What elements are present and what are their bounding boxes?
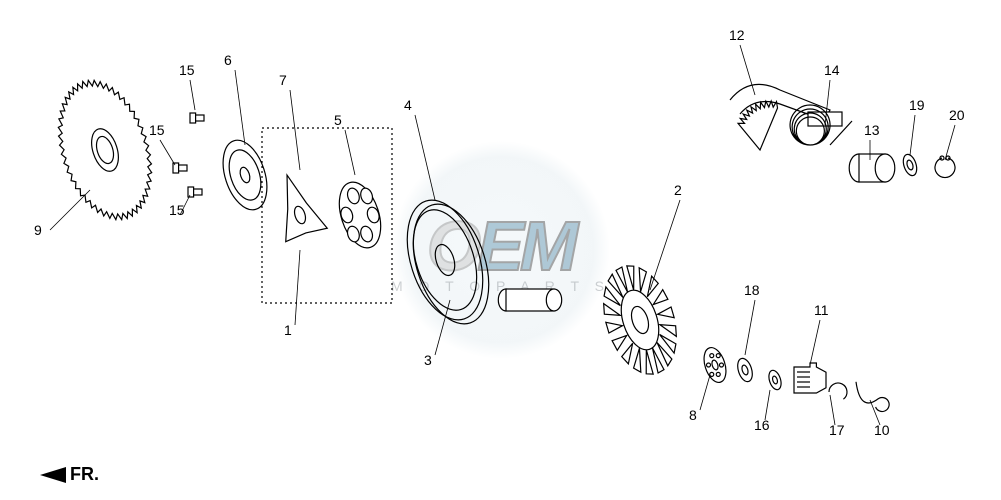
callout-11: 11 <box>814 303 829 317</box>
callout-19: 19 <box>909 98 925 112</box>
front-direction-marker: FR. <box>40 464 99 485</box>
callout-18: 18 <box>744 283 760 297</box>
front-label: FR. <box>70 464 99 484</box>
callout-20: 20 <box>949 108 965 122</box>
callout-17: 17 <box>829 423 845 437</box>
callout-8: 8 <box>689 408 697 422</box>
callout-4: 4 <box>404 98 412 112</box>
callout-5: 5 <box>334 113 342 127</box>
callout-15c: 15 <box>169 203 185 217</box>
callout-15b: 15 <box>149 123 165 137</box>
callout-12: 12 <box>729 28 745 42</box>
callout-13: 13 <box>864 123 880 137</box>
diagram-stage: OOEMEM M O T O P A R T S 123456789101112… <box>0 0 1001 500</box>
callout-9: 9 <box>34 223 42 237</box>
callout-10: 10 <box>874 423 890 437</box>
leader-lines <box>0 0 1001 500</box>
callout-3: 3 <box>424 353 432 367</box>
callout-7: 7 <box>279 73 287 87</box>
callout-2: 2 <box>674 183 682 197</box>
callout-16: 16 <box>754 418 770 432</box>
callout-14: 14 <box>824 63 840 77</box>
callout-1: 1 <box>284 323 292 337</box>
callout-15: 15 <box>179 63 195 77</box>
callout-6: 6 <box>224 53 232 67</box>
